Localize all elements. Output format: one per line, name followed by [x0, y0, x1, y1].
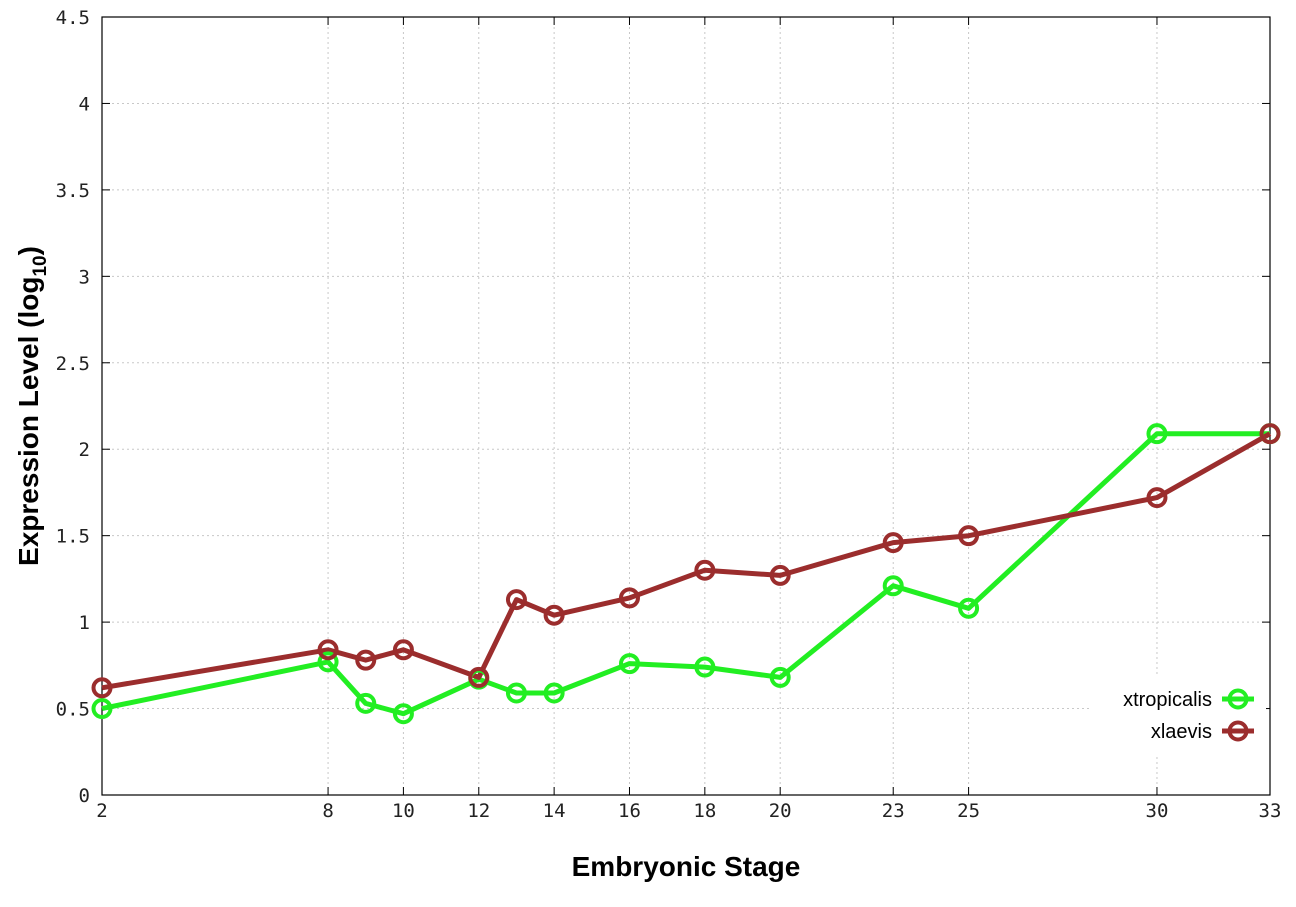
y-tick-label: 1.5 [56, 526, 90, 548]
y-tick-label: 0.5 [56, 699, 90, 721]
x-tick-label: 8 [322, 800, 333, 822]
axis-ticks: 0 0.5 1 1.5 2 2.5 3 3.5 4 4.5 2 8 10 12 14 16 18 20 23 25 30… [56, 7, 1282, 822]
y-axis-title: Expression Level (log10) [13, 246, 51, 566]
legend-label-xtropicalis: xtropicalis [1123, 689, 1212, 711]
y-tick-label: 2 [79, 439, 90, 461]
y-tick-label: 0 [79, 785, 90, 807]
legend-background [1090, 676, 1266, 756]
data-point-xlaevis [355, 649, 377, 671]
x-tick-label: 14 [543, 800, 566, 822]
y-tick-label: 4 [79, 93, 90, 115]
y-tick-label: 2.5 [56, 353, 90, 375]
data-point-xlaevis [1146, 487, 1168, 509]
y-tick-label: 1 [79, 612, 90, 634]
x-tick-label: 18 [693, 800, 716, 822]
data-point-xtropicalis [694, 656, 716, 678]
data-point-xtropicalis [958, 597, 980, 619]
data-point-xtropicalis [882, 575, 904, 597]
plot-frame [101, 16, 1271, 796]
x-tick-label: 20 [769, 800, 792, 822]
y-tick-label: 3 [79, 266, 90, 288]
data-point-xlaevis [882, 532, 904, 554]
data-point-xtropicalis [618, 653, 640, 675]
y-axis-title-main: Expression Level (log [13, 277, 44, 566]
data-point-xlaevis [505, 589, 527, 611]
data-point-xtropicalis [91, 698, 113, 720]
x-tick-label: 10 [392, 800, 415, 822]
data-point-xlaevis [1259, 423, 1281, 445]
x-tick-label: 12 [467, 800, 490, 822]
legend-label-xlaevis: xlaevis [1151, 721, 1212, 743]
x-tick-label: 30 [1146, 800, 1169, 822]
y-axis-title-close: ) [13, 246, 44, 255]
x-tick-label: 2 [96, 800, 107, 822]
y-tick-label: 3.5 [56, 180, 90, 202]
series-line-xtropicalis [101, 431, 1270, 717]
data-point-xtropicalis [543, 682, 565, 704]
data-point-xlaevis [958, 525, 980, 547]
data-point-xlaevis [618, 587, 640, 609]
data-point-xtropicalis [355, 692, 377, 714]
data-point-xtropicalis [317, 651, 339, 673]
data-point-xlaevis [91, 677, 113, 699]
data-point-xtropicalis [769, 666, 791, 688]
x-tick-label: 33 [1259, 800, 1282, 822]
x-tick-label: 16 [618, 800, 641, 822]
data-point-xlaevis [468, 666, 490, 688]
legend-marker-xlaevis [1227, 720, 1249, 742]
x-tick-label: 23 [882, 800, 905, 822]
data-point-xlaevis [694, 559, 716, 581]
x-tick-label: 25 [957, 800, 980, 822]
series-layer [91, 423, 1281, 725]
legend: xtropicalis xlaevis [1090, 676, 1266, 756]
series-line-xlaevis [101, 431, 1272, 691]
data-point-xtropicalis [392, 703, 414, 725]
y-tick-label: 4.5 [56, 7, 90, 29]
data-point-xlaevis [543, 604, 565, 626]
legend-marker-xtropicalis [1227, 688, 1249, 710]
data-point-xtropicalis [1146, 423, 1168, 445]
y-axis-title-subscript: 10 [30, 255, 51, 276]
data-point-xlaevis [769, 564, 791, 586]
data-point-xlaevis [392, 639, 414, 661]
data-point-xtropicalis [505, 682, 527, 704]
data-point-xlaevis [317, 639, 339, 661]
x-axis-title: Embryonic Stage [572, 851, 801, 882]
